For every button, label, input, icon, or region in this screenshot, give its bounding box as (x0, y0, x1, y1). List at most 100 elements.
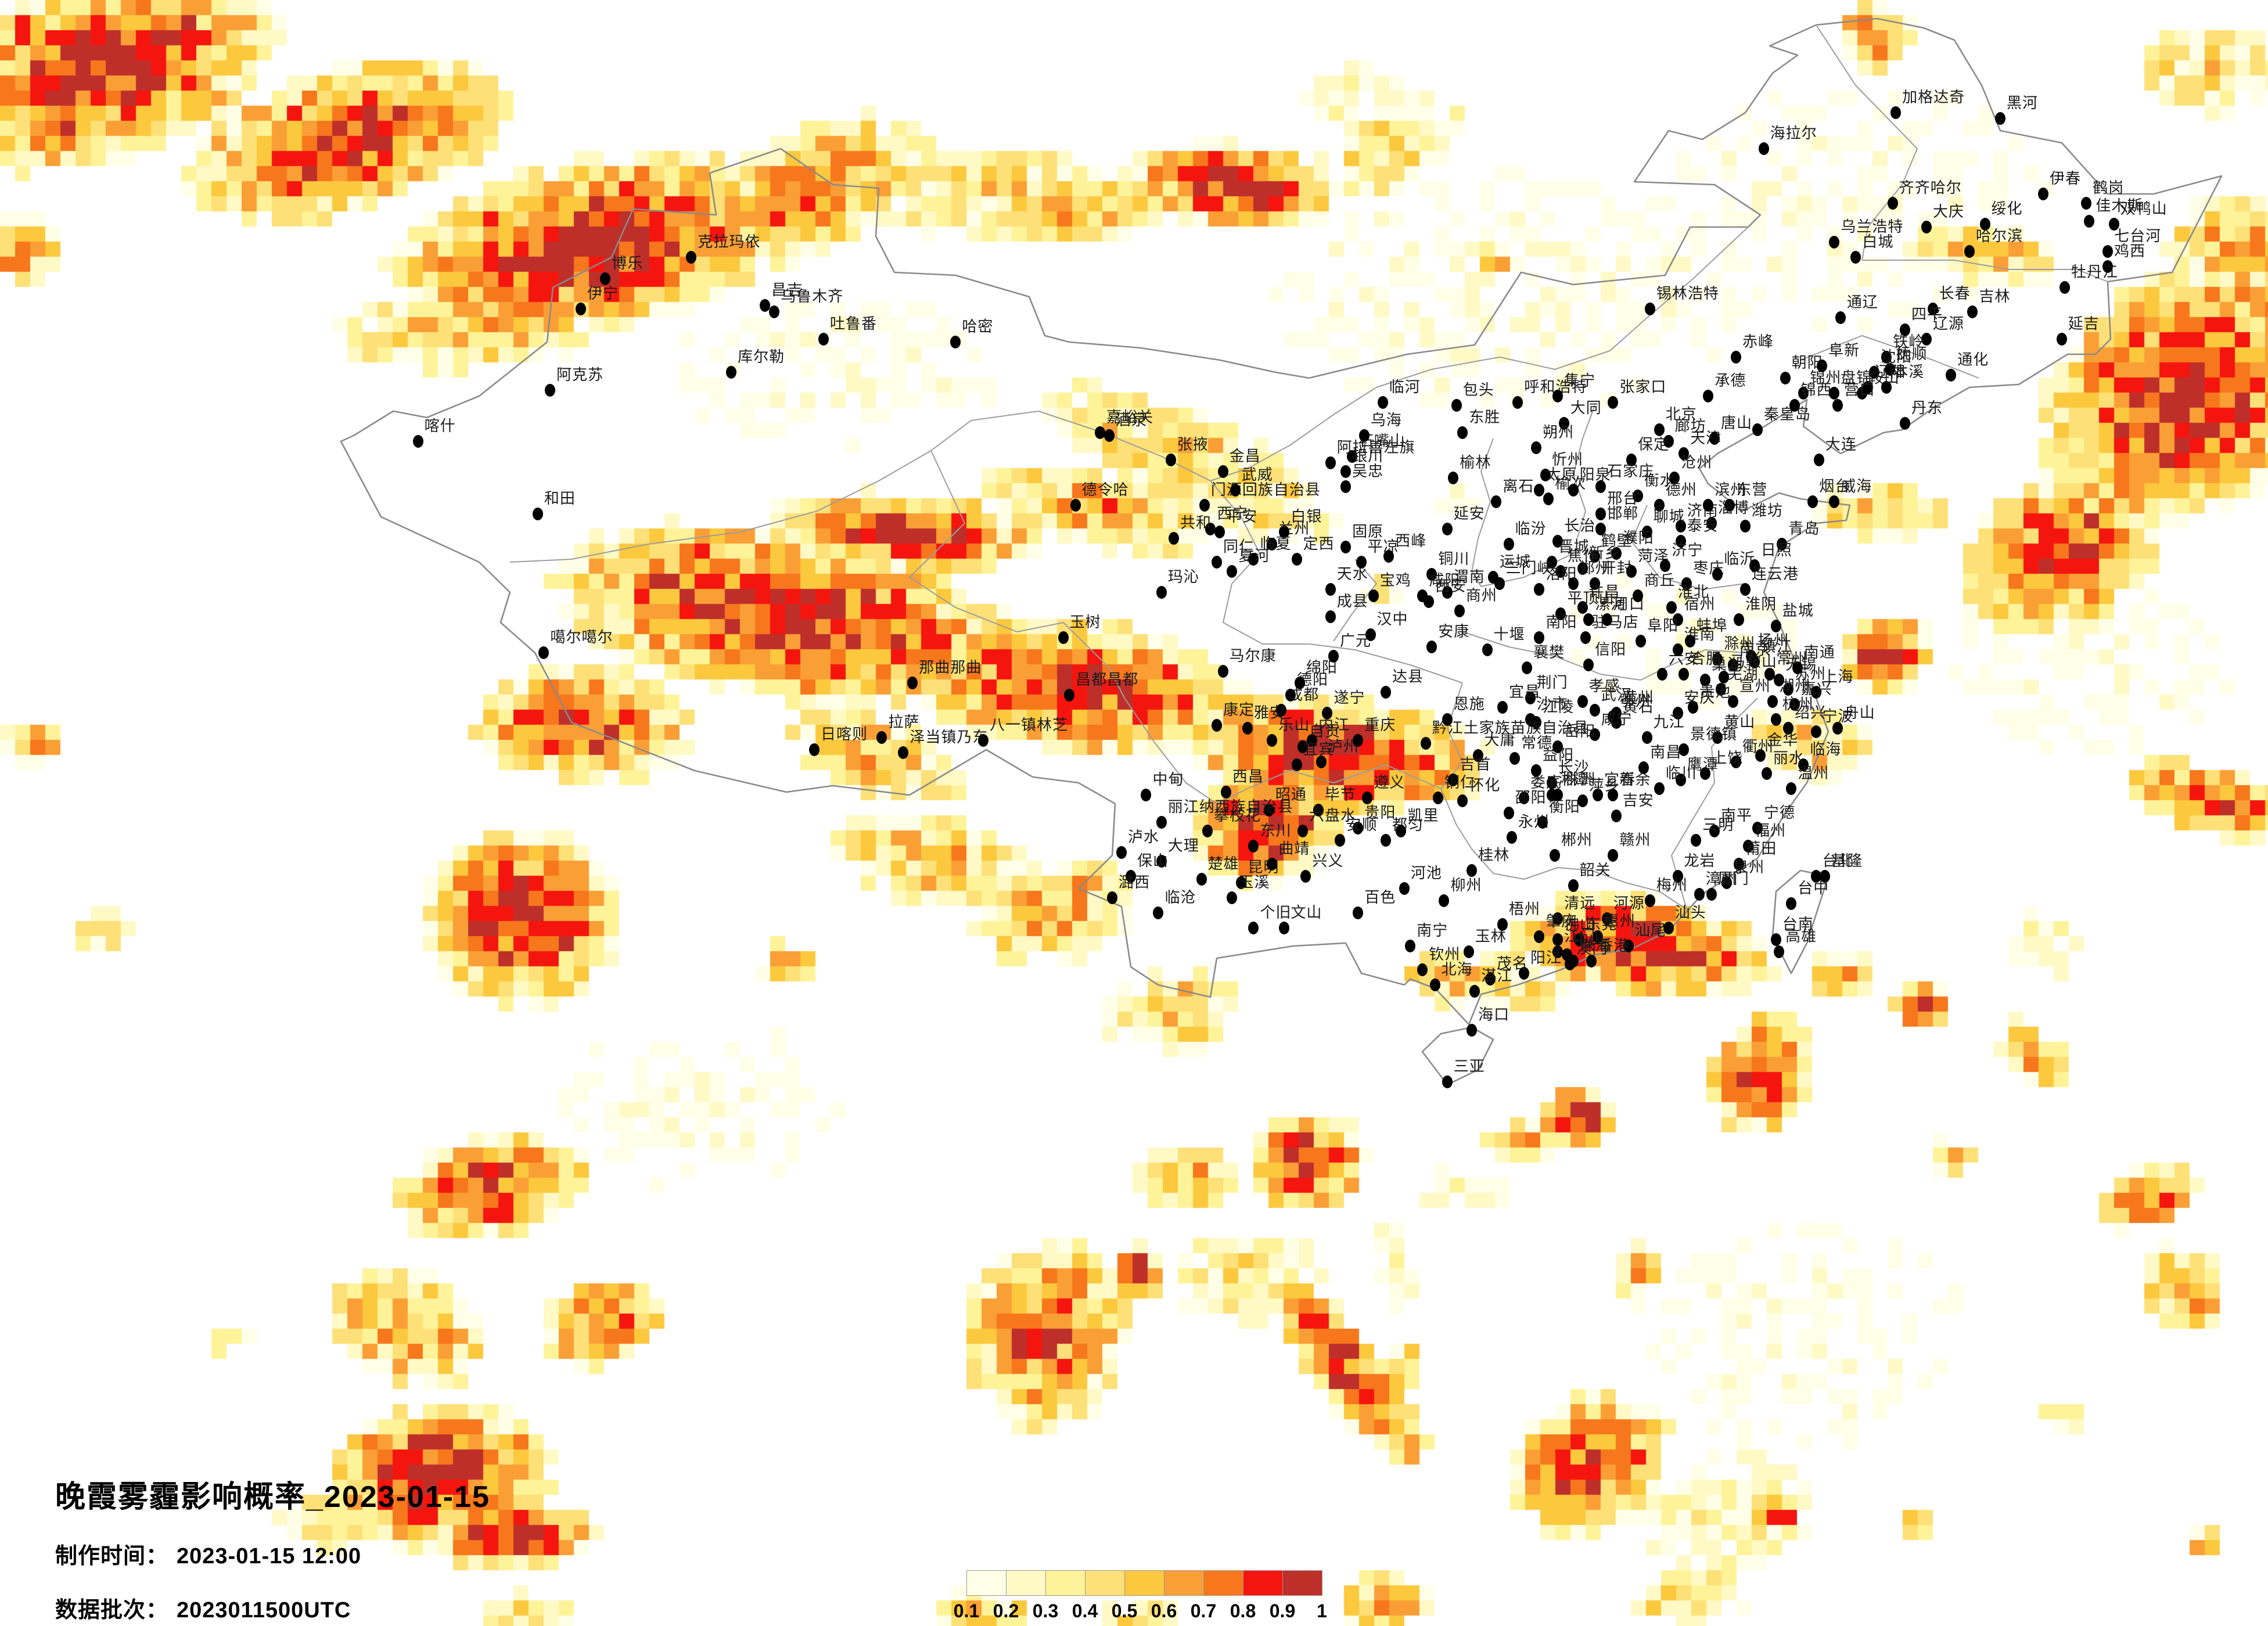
city-label: 绵阳 (1306, 659, 1338, 677)
city-label: 镇江 (1760, 638, 1792, 655)
city-label: 金昌 (1229, 447, 1261, 465)
city-dot (1709, 825, 1720, 838)
city-dot (1420, 737, 1431, 750)
city-label: 大同 (1570, 399, 1602, 417)
city-dot (1577, 601, 1588, 614)
city-dot (1574, 933, 1585, 947)
city-dot (1770, 933, 1781, 947)
city-dot (1217, 465, 1228, 479)
city-dot (1315, 755, 1327, 768)
city-dot (1694, 888, 1705, 901)
city-dot (1626, 453, 1637, 466)
city-label: 北京 (1665, 405, 1697, 423)
city-label: 朔州 (1543, 423, 1575, 441)
city-dot (1365, 628, 1376, 642)
city-dot (1758, 142, 1769, 155)
city-label: 咸宁 (1601, 710, 1633, 728)
city-dot (1125, 870, 1136, 883)
city-dot (1156, 855, 1167, 868)
legend-swatch (1243, 1571, 1283, 1595)
city-dot (1675, 535, 1686, 548)
city-dot (1657, 667, 1668, 681)
city-label: 南阳 (1545, 613, 1577, 631)
city-dot (1663, 435, 1674, 448)
city-label: 衡水 (1644, 472, 1676, 489)
city-label: 玉树 (1069, 613, 1101, 631)
legend-tick: 0.2 (993, 1600, 1019, 1621)
city-dot (1706, 516, 1717, 530)
city-label: 营口 (1843, 381, 1875, 398)
city-label: 辽源 (1932, 314, 1964, 332)
city-dot (1525, 692, 1536, 705)
city-dot (1580, 631, 1591, 645)
city-label: 赣州 (1619, 830, 1651, 848)
city-dot (1946, 369, 1957, 382)
city-label: 济宁 (1672, 541, 1703, 559)
city-dot (1681, 577, 1692, 590)
city-dot (977, 734, 989, 747)
probability-legend: 0.1 0.2 0.3 0.4 0.5 0.6 0.7 0.8 0.9 1 (954, 1570, 1327, 1624)
city-dot (1611, 716, 1622, 729)
province-border-6 (1210, 480, 1463, 684)
city-dot (1214, 526, 1225, 539)
city-dot (1552, 788, 1563, 801)
city-label: 柳州 (1450, 876, 1482, 894)
city-label: 哈尔滨 (1976, 226, 2023, 244)
city-dot (1534, 631, 1545, 645)
city-label: 台中 (1798, 879, 1830, 897)
city-label: 宿州 (1684, 595, 1716, 613)
city-label: 抚顺 (1896, 344, 1928, 362)
city-dot (1774, 674, 1785, 687)
city-dot (1675, 520, 1686, 533)
city-label: 海拉尔 (1770, 124, 1817, 142)
city-dot (1994, 112, 2005, 125)
city-label: 通化 (1957, 351, 1989, 368)
city-dot (1306, 734, 1317, 747)
city-dot (1267, 538, 1278, 551)
legend-color-bar (966, 1570, 1322, 1596)
city-dot (1636, 634, 1647, 647)
city-dot (1399, 882, 1410, 895)
city-dot (1279, 526, 1290, 539)
city-dot (1469, 984, 1480, 998)
city-label: 汕头 (1674, 903, 1706, 921)
city-dot (1835, 311, 1846, 325)
city-label: 潍坊 (1751, 502, 1783, 519)
city-label: 西安 (1435, 577, 1467, 595)
city-dot (1687, 701, 1698, 714)
city-dot (1368, 589, 1379, 602)
city-dot (1340, 480, 1352, 494)
city-dot (1094, 426, 1105, 439)
city-label: 宜昌 (1508, 683, 1540, 700)
city-dot (1153, 906, 1164, 919)
city-dot (1543, 492, 1554, 506)
city-label: 攀枝花 (1214, 807, 1261, 825)
city-dot (1789, 697, 1800, 711)
city-label: 固原 (1352, 523, 1384, 541)
city-label: 保山 (1137, 852, 1169, 870)
city-label: 汉中 (1376, 610, 1408, 628)
city-dot (1727, 695, 1738, 708)
city-dot (1739, 583, 1751, 596)
city-dot (1217, 664, 1228, 678)
city-dot (1165, 453, 1176, 466)
city-label: 信阳 (1595, 641, 1627, 659)
city-dot (1832, 399, 1843, 412)
city-label: 合肥 (1690, 649, 1722, 667)
city-dot (1467, 1024, 1478, 1037)
city-label: 七台河 (2114, 226, 2162, 244)
city-dot (1340, 541, 1352, 554)
city-label: 保定 (1638, 435, 1670, 453)
city-dot (876, 731, 887, 744)
legend-swatch (967, 1571, 1007, 1595)
city-dot (1611, 810, 1622, 823)
city-label: 个旧 (1260, 903, 1292, 921)
city-label: 昭通 (1275, 785, 1307, 803)
city-label: 滨州 (1715, 480, 1746, 498)
legend-swatch (1125, 1571, 1164, 1595)
city-dot (2059, 281, 2071, 294)
city-label: 乌鲁木齐 (781, 287, 844, 305)
city-label: 阜阳 (1647, 616, 1679, 634)
province-border-4 (509, 450, 932, 563)
city-dot (1817, 359, 1828, 373)
